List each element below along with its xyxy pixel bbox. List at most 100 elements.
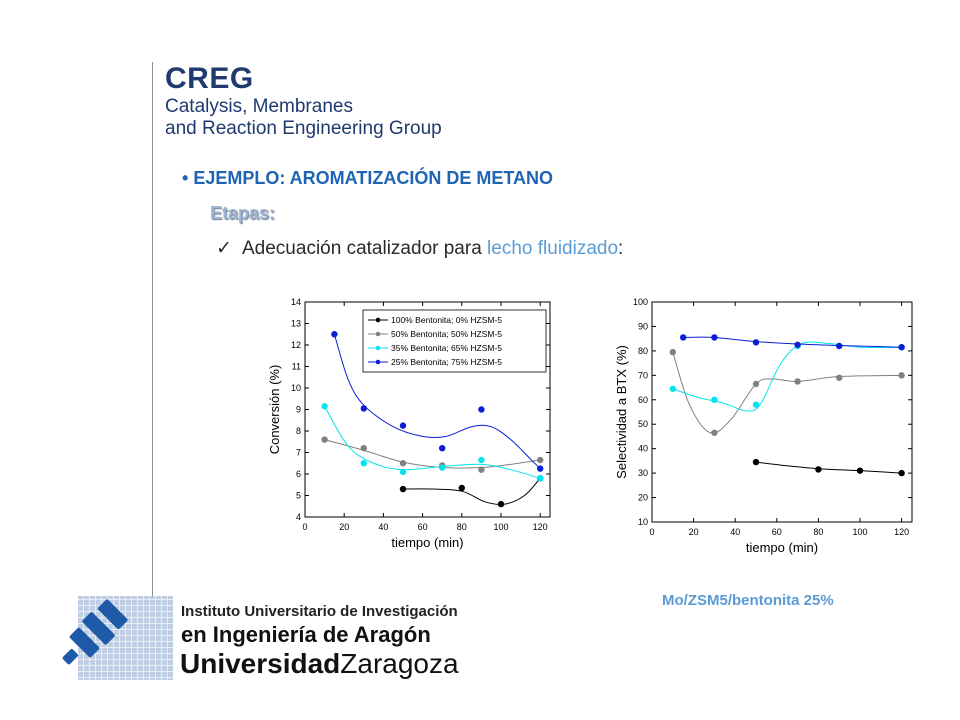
university-city: Zaragoza xyxy=(340,648,459,679)
data-point xyxy=(360,445,367,452)
y-tick-label: 40 xyxy=(638,444,648,454)
y-tick-label: 60 xyxy=(638,395,648,405)
creg-logo-title: CREG xyxy=(165,62,254,95)
y-tick-label: 5 xyxy=(296,491,301,501)
data-point xyxy=(680,334,687,341)
x-axis-label: tiempo (min) xyxy=(391,535,463,550)
x-tick-label: 80 xyxy=(457,522,467,532)
data-point xyxy=(711,334,718,341)
data-point xyxy=(439,445,446,452)
legend-marker xyxy=(375,359,381,365)
bullet-marker: • xyxy=(182,168,189,188)
y-tick-label: 4 xyxy=(296,512,301,522)
y-tick-label: 100 xyxy=(633,297,648,307)
series-line xyxy=(672,351,902,434)
y-tick-label: 6 xyxy=(296,469,301,479)
data-point xyxy=(439,464,446,471)
series-line xyxy=(333,334,541,469)
x-tick-label: 100 xyxy=(493,522,508,532)
legend-label: 25% Bentonita; 75% HZSM-5 xyxy=(391,357,502,367)
data-point xyxy=(478,406,485,413)
data-point xyxy=(752,380,760,388)
data-point xyxy=(752,458,760,466)
x-tick-label: 40 xyxy=(730,527,740,537)
institute-line2: en Ingeniería de Aragón xyxy=(181,622,431,647)
checklist-text-1: Adecuación catalizador para xyxy=(242,238,488,259)
x-tick-label: 40 xyxy=(378,522,388,532)
data-point xyxy=(752,401,760,408)
y-axis-label: Selectividad a BTX (%) xyxy=(614,345,629,479)
y-axis-label: Conversión (%) xyxy=(267,365,282,455)
data-point xyxy=(399,468,407,476)
creg-logo-line2: and Reaction Engineering Group xyxy=(165,118,442,139)
data-point xyxy=(898,344,905,351)
data-point xyxy=(497,500,505,508)
y-tick-label: 11 xyxy=(292,362,301,372)
y-tick-label: 30 xyxy=(638,468,648,478)
institute-line1: Instituto Universitario de Investigación xyxy=(181,603,458,620)
data-point xyxy=(898,372,905,379)
plot-frame xyxy=(651,301,913,523)
data-point xyxy=(711,396,718,403)
checkmark-icon: ✓ xyxy=(216,238,232,259)
university-bold: Universidad xyxy=(180,648,341,679)
y-tick-label: 12 xyxy=(291,340,301,350)
checklist-highlight: lecho fluidizado xyxy=(487,238,619,259)
data-point xyxy=(478,466,485,473)
data-point xyxy=(321,436,328,443)
data-point xyxy=(836,374,843,381)
data-point xyxy=(537,465,544,472)
y-tick-label: 90 xyxy=(638,321,648,331)
data-point xyxy=(752,339,760,346)
legend-box xyxy=(362,309,547,373)
data-point xyxy=(331,331,338,338)
data-point xyxy=(537,475,544,482)
creg-logo-line1: Catalysis, Membranes xyxy=(165,96,353,117)
conversion-chart: 0 20 40 60 80 100 120 4 5 6 7 8 9 10 11 12 13 14 tiempo (m… xyxy=(267,297,551,550)
x-tick-label: 20 xyxy=(339,522,349,532)
x-tick-label: 0 xyxy=(302,522,307,532)
data-point xyxy=(399,460,407,467)
x-tick-label: 100 xyxy=(852,527,867,537)
series-line xyxy=(324,406,541,479)
checklist-text-2: : xyxy=(618,238,624,259)
data-point xyxy=(458,484,465,492)
catalyst-label: Mo/ZSM5/bentonita 25% xyxy=(662,592,834,609)
checklist-item: ✓ Adecuación catalizador para lecho fluid… xyxy=(216,237,623,260)
y-tick-label: 10 xyxy=(291,383,301,393)
data-point xyxy=(478,456,485,464)
data-point xyxy=(669,385,676,392)
y-tick-label: 70 xyxy=(638,370,648,380)
x-tick-label: 60 xyxy=(418,522,428,532)
data-point xyxy=(711,429,718,436)
y-tick-label: 50 xyxy=(638,419,648,429)
data-point xyxy=(399,485,407,493)
data-point xyxy=(898,469,905,477)
etapas-label: Etapas: xyxy=(210,203,276,223)
series-line xyxy=(402,477,541,506)
y-tick-label: 13 xyxy=(291,319,301,329)
y-tick-label: 80 xyxy=(638,346,648,356)
data-point xyxy=(537,456,544,464)
data-point xyxy=(836,342,843,350)
data-point xyxy=(399,422,407,429)
data-point xyxy=(360,405,367,412)
x-tick-label: 60 xyxy=(772,527,782,537)
data-point xyxy=(815,466,822,473)
vertical-divider xyxy=(152,62,153,598)
data-point xyxy=(669,348,676,356)
legend-marker xyxy=(375,331,381,337)
legend-marker xyxy=(375,345,381,351)
y-tick-label: 9 xyxy=(296,405,301,415)
series-line xyxy=(755,461,902,474)
x-axis-label: tiempo (min) xyxy=(746,540,818,555)
y-tick-label: 7 xyxy=(296,448,301,458)
legend-marker xyxy=(375,317,381,323)
data-point xyxy=(794,378,801,385)
y-tick-label: 20 xyxy=(638,493,648,503)
x-tick-label: 0 xyxy=(649,527,654,537)
i3a-logo-icon: i3a xyxy=(62,596,173,680)
legend-label: 50% Bentonita; 50% HZSM-5 xyxy=(391,329,502,339)
x-tick-label: 20 xyxy=(689,527,699,537)
section-heading-text: EJEMPLO: AROMATIZACIÓN DE METANO xyxy=(193,168,553,188)
